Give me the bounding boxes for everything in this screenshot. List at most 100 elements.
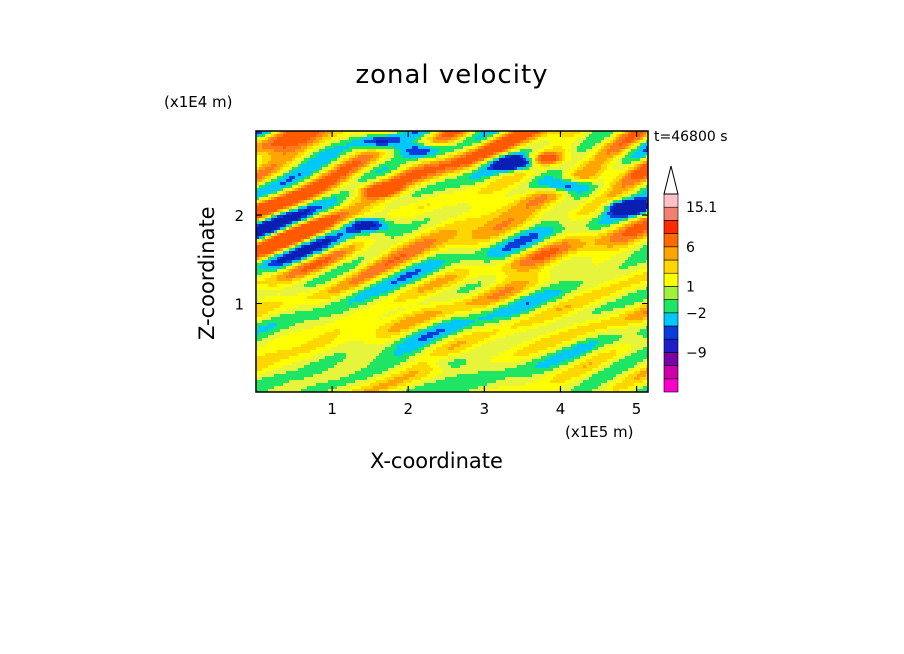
field-cell — [424, 161, 428, 165]
field-cell — [343, 131, 347, 135]
field-cell — [337, 233, 341, 237]
field-cell — [352, 200, 356, 204]
field-cell — [397, 176, 401, 180]
field-cell — [406, 182, 410, 186]
field-cell — [613, 242, 617, 246]
field-cell — [601, 191, 605, 195]
field-cell — [610, 227, 614, 231]
field-cell — [622, 161, 626, 165]
field-cell — [436, 146, 440, 150]
field-cell — [277, 215, 281, 219]
field-cell — [379, 176, 383, 180]
field-cell — [457, 230, 461, 234]
field-cell — [403, 155, 407, 159]
field-cell — [586, 158, 590, 162]
field-cell — [304, 152, 308, 156]
field-cell — [568, 185, 572, 189]
field-cell — [430, 164, 434, 168]
field-cell — [271, 233, 275, 237]
field-cell — [283, 197, 287, 201]
field-cell — [403, 227, 407, 231]
field-cell — [535, 134, 539, 138]
field-cell — [289, 182, 293, 186]
field-cell — [448, 140, 452, 144]
field-cell — [616, 200, 620, 204]
field-cell — [487, 209, 491, 213]
field-cell — [487, 239, 491, 243]
field-cell — [586, 140, 590, 144]
field-cell — [397, 209, 401, 213]
field-cell — [298, 176, 302, 180]
field-cell — [532, 164, 536, 168]
field-cell — [634, 203, 638, 207]
field-cell — [445, 203, 449, 207]
field-cell — [598, 203, 602, 207]
field-cell — [310, 194, 314, 198]
field-cell — [616, 146, 620, 150]
field-cell — [415, 191, 419, 195]
field-cell — [421, 182, 425, 186]
field-cell — [589, 182, 593, 186]
field-cell — [277, 170, 281, 174]
field-cell — [457, 200, 461, 204]
field-cell — [487, 176, 491, 180]
field-cell — [403, 215, 407, 219]
field-cell — [331, 176, 335, 180]
field-cell — [526, 218, 530, 222]
field-cell — [484, 227, 488, 231]
field-cell — [307, 185, 311, 189]
field-cell — [526, 182, 530, 186]
field-cell — [592, 173, 596, 177]
field-cell — [583, 233, 587, 237]
field-cell — [625, 146, 629, 150]
field-cell — [586, 143, 590, 147]
field-cell — [634, 191, 638, 195]
field-cell — [280, 221, 284, 225]
field-cell — [466, 146, 470, 150]
field-cell — [391, 152, 395, 156]
field-cell — [484, 203, 488, 207]
field-cell — [502, 185, 506, 189]
field-cell — [259, 140, 263, 144]
field-cell — [418, 218, 422, 222]
field-cell — [337, 152, 341, 156]
field-cell — [349, 221, 353, 225]
field-cell — [508, 161, 512, 165]
field-cell — [430, 176, 434, 180]
field-cell — [424, 179, 428, 183]
field-cell — [613, 197, 617, 201]
field-cell — [643, 179, 647, 183]
field-cell — [571, 134, 575, 138]
field-cell — [298, 182, 302, 186]
field-cell — [526, 173, 530, 177]
field-cell — [418, 176, 422, 180]
field-cell — [487, 173, 491, 177]
field-cell — [646, 200, 648, 204]
field-cell — [358, 236, 362, 240]
field-cell — [466, 164, 470, 168]
field-cell — [532, 131, 536, 135]
field-cell — [586, 137, 590, 141]
field-cell — [508, 179, 512, 183]
field-cell — [310, 215, 314, 219]
field-cell — [358, 230, 362, 234]
field-cell — [271, 227, 275, 231]
field-cell — [433, 200, 437, 204]
field-cell — [310, 152, 314, 156]
field-cell — [640, 131, 644, 135]
field-cell — [520, 176, 524, 180]
field-cell — [595, 218, 599, 222]
field-cell — [487, 185, 491, 189]
field-cell — [343, 158, 347, 162]
field-cell — [307, 227, 311, 231]
field-cell — [604, 200, 608, 204]
field-cell — [511, 149, 515, 153]
field-cell — [424, 137, 428, 141]
field-cell — [358, 203, 362, 207]
field-cell — [646, 179, 648, 183]
field-cell — [322, 185, 326, 189]
field-cell — [469, 233, 473, 237]
field-cell — [343, 185, 347, 189]
field-cell — [571, 164, 575, 168]
field-cell — [640, 206, 644, 210]
